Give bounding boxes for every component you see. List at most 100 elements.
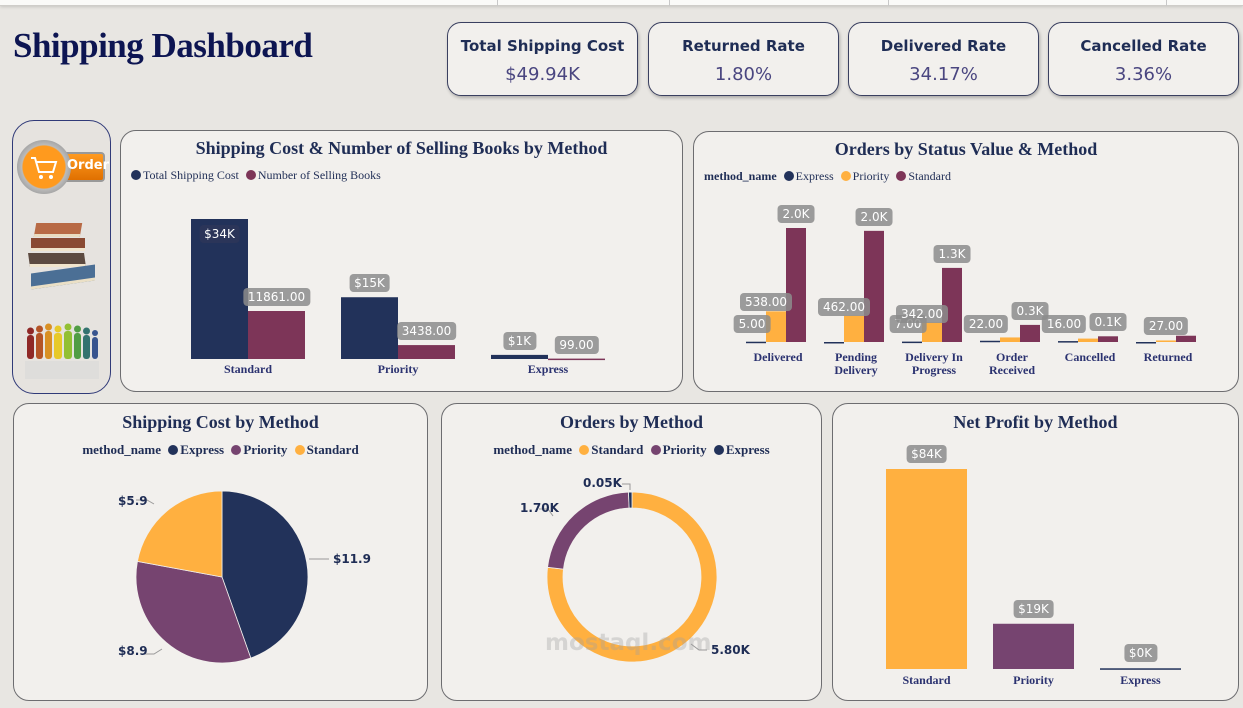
legend-item-express[interactable]: Express: [710, 442, 770, 457]
donut-slice-standard[interactable]: [546, 491, 718, 663]
legend-item-standard[interactable]: Standard: [291, 442, 359, 457]
data-label: 462.00: [818, 297, 870, 316]
bar-standard[interactable]: [942, 267, 962, 342]
slice-label: $8.9: [118, 644, 148, 658]
chart-legend: method_name Express Priority Standard: [14, 442, 427, 458]
bar-priority[interactable]: [844, 315, 864, 342]
data-label: 16.00: [1041, 315, 1087, 333]
ribbon-separator: [669, 0, 670, 6]
legend-item-priority[interactable]: Priority: [227, 442, 287, 457]
legend-item-number-of-selling-books[interactable]: Number of Selling Books: [242, 168, 381, 182]
bar-standard[interactable]: [864, 230, 884, 342]
bar-priority-shipping-cost[interactable]: [341, 297, 398, 359]
bar-express[interactable]: [824, 342, 844, 344]
donut-slice-priority[interactable]: [547, 491, 630, 570]
bar-express[interactable]: [1100, 668, 1181, 670]
bar-priority[interactable]: [1000, 337, 1020, 342]
ribbon-separator: [497, 0, 498, 6]
chart-title: Orders by Status Value & Method: [834, 139, 1098, 159]
bar-priority[interactable]: [1156, 340, 1176, 342]
kpi-card-delivered-rate: Delivered Rate 34.17%: [848, 22, 1039, 96]
kpi-label: Delivered Rate: [880, 37, 1007, 55]
chart-cost-pie: [135, 490, 329, 664]
bar-express-books[interactable]: [548, 358, 605, 361]
bar-express[interactable]: [746, 341, 766, 344]
legend-item-standard[interactable]: Standard: [575, 442, 643, 457]
donut-slice-express[interactable]: [628, 491, 633, 509]
legend-item-standard[interactable]: Standard: [892, 169, 951, 183]
watermark: mostaql.com: [545, 630, 712, 656]
legend-item-express[interactable]: Express: [780, 169, 834, 183]
category-label: Returned: [1143, 350, 1193, 364]
data-label: $84K: [906, 445, 947, 463]
category-label: Express: [527, 362, 569, 376]
people-icon[interactable]: [23, 321, 101, 383]
pie-slice-express[interactable]: [221, 490, 309, 659]
legend-item-total-shipping-cost[interactable]: Total Shipping Cost: [131, 168, 239, 182]
data-label: 11861.00: [242, 288, 311, 306]
chart-title: Net Profit by Method: [953, 412, 1118, 432]
kpi-value: $49.94K: [505, 64, 580, 85]
bar-standard[interactable]: [1020, 324, 1040, 342]
bar-priority[interactable]: [1078, 338, 1098, 342]
legend-title: method_name: [704, 169, 777, 183]
slice-label: 5.80K: [711, 643, 750, 657]
bar-express[interactable]: [980, 340, 1000, 343]
ribbon-separator: [1166, 0, 1167, 6]
bar-standard[interactable]: [786, 228, 806, 342]
legend-dot: [231, 445, 242, 455]
data-label: 1.3K: [933, 244, 971, 263]
kpi-label: Returned Rate: [682, 37, 805, 55]
bar-express[interactable]: [1136, 342, 1156, 344]
bar-express-shipping-cost[interactable]: [491, 354, 548, 359]
bar-standard[interactable]: [1176, 335, 1196, 342]
books-icon[interactable]: [27, 221, 99, 291]
legend-dot: [840, 171, 851, 181]
leader-line: [622, 483, 631, 490]
legend-item-priority[interactable]: Priority: [837, 169, 889, 183]
bar-priority[interactable]: [993, 623, 1074, 669]
legend-item-priority[interactable]: Priority: [647, 442, 707, 457]
category-label: Standard: [223, 362, 273, 376]
leader-line: [136, 499, 155, 505]
data-label: $19K: [1013, 599, 1054, 618]
bar-express[interactable]: [902, 341, 922, 344]
legend-dot: [245, 170, 256, 180]
data-label: $0K: [1123, 644, 1158, 663]
sidebar-item-order[interactable]: Order: [17, 138, 109, 198]
data-label: 99.00: [554, 335, 599, 354]
kpi-label: Total Shipping Cost: [460, 37, 625, 55]
data-label: 22.00: [963, 315, 1009, 333]
bar-standard[interactable]: [886, 469, 967, 669]
bar-priority-books[interactable]: [398, 345, 455, 359]
data-label: 2.0K: [855, 207, 893, 226]
category-label: Standard: [902, 673, 951, 687]
chart-title: Shipping Cost & Number of Selling Books …: [195, 138, 608, 158]
bar-standard-books[interactable]: [248, 311, 305, 359]
pie-slice-priority[interactable]: [135, 560, 252, 664]
bar-express[interactable]: [1058, 341, 1078, 343]
category-label: Order Received: [989, 350, 1035, 377]
chart-cost-books: [191, 219, 605, 361]
slice-label: $5.9: [118, 494, 148, 508]
chart-title: Orders by Method: [560, 412, 703, 432]
legend-dot: [131, 170, 141, 180]
kpi-card-total-shipping-cost: Total Shipping Cost $49.94K: [447, 22, 638, 96]
legend-title: method_name: [493, 442, 573, 457]
pie-slice-standard[interactable]: [136, 490, 223, 578]
data-label: 342.00: [896, 304, 948, 323]
data-label: 0.1K: [1089, 313, 1127, 332]
category-label: Express: [1120, 673, 1161, 687]
category-label: Delivered: [753, 350, 803, 364]
data-label: 5.00: [733, 315, 771, 333]
legend-title: method_name: [82, 442, 162, 457]
order-button-label: Order: [67, 158, 109, 173]
panel-cost-books: Shipping Cost & Number of Selling Books …: [120, 130, 683, 392]
bar-priority[interactable]: [766, 311, 786, 342]
chart-net-profit: [886, 469, 1181, 670]
legend-item-express[interactable]: Express: [164, 442, 224, 457]
bar-priority[interactable]: [922, 322, 942, 342]
kpi-card-returned-rate: Returned Rate 1.80%: [648, 22, 839, 96]
bar-standard[interactable]: [1098, 336, 1118, 342]
legend-dot: [783, 171, 794, 181]
